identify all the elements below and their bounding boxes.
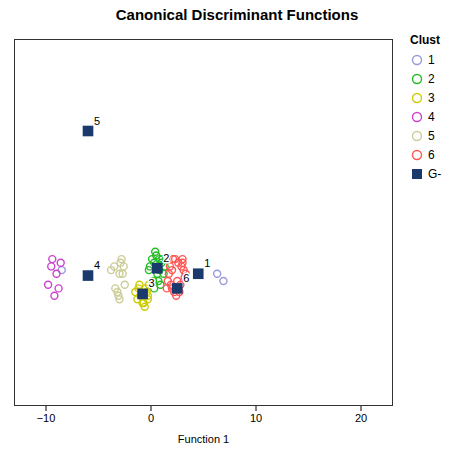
html-text:4: 4 xyxy=(428,110,435,124)
html-text:6: 6 xyxy=(428,148,435,162)
svg-text:Function 1: Function 1 xyxy=(178,433,229,445)
svg-text:5: 5 xyxy=(94,115,100,127)
svg-text:0: 0 xyxy=(148,412,154,424)
svg-text:1: 1 xyxy=(204,257,210,269)
html-text:5: 5 xyxy=(428,129,435,143)
svg-text:6: 6 xyxy=(183,272,189,284)
svg-text:4: 4 xyxy=(94,259,100,271)
html-text:1: 1 xyxy=(428,53,435,67)
html-text:3: 3 xyxy=(428,91,435,105)
html-text:G-: G- xyxy=(428,167,442,181)
svg-text:−10: −10 xyxy=(37,412,56,424)
svg-text:2: 2 xyxy=(163,252,169,264)
svg-text:3: 3 xyxy=(149,277,155,289)
svg-text:10: 10 xyxy=(250,412,262,424)
svg-text:20: 20 xyxy=(355,412,367,424)
html-text:Canonical Discriminant Functio: Canonical Discriminant Functions xyxy=(115,6,359,23)
html-text:Clust: Clust xyxy=(410,33,440,47)
html-text:2: 2 xyxy=(428,72,435,86)
